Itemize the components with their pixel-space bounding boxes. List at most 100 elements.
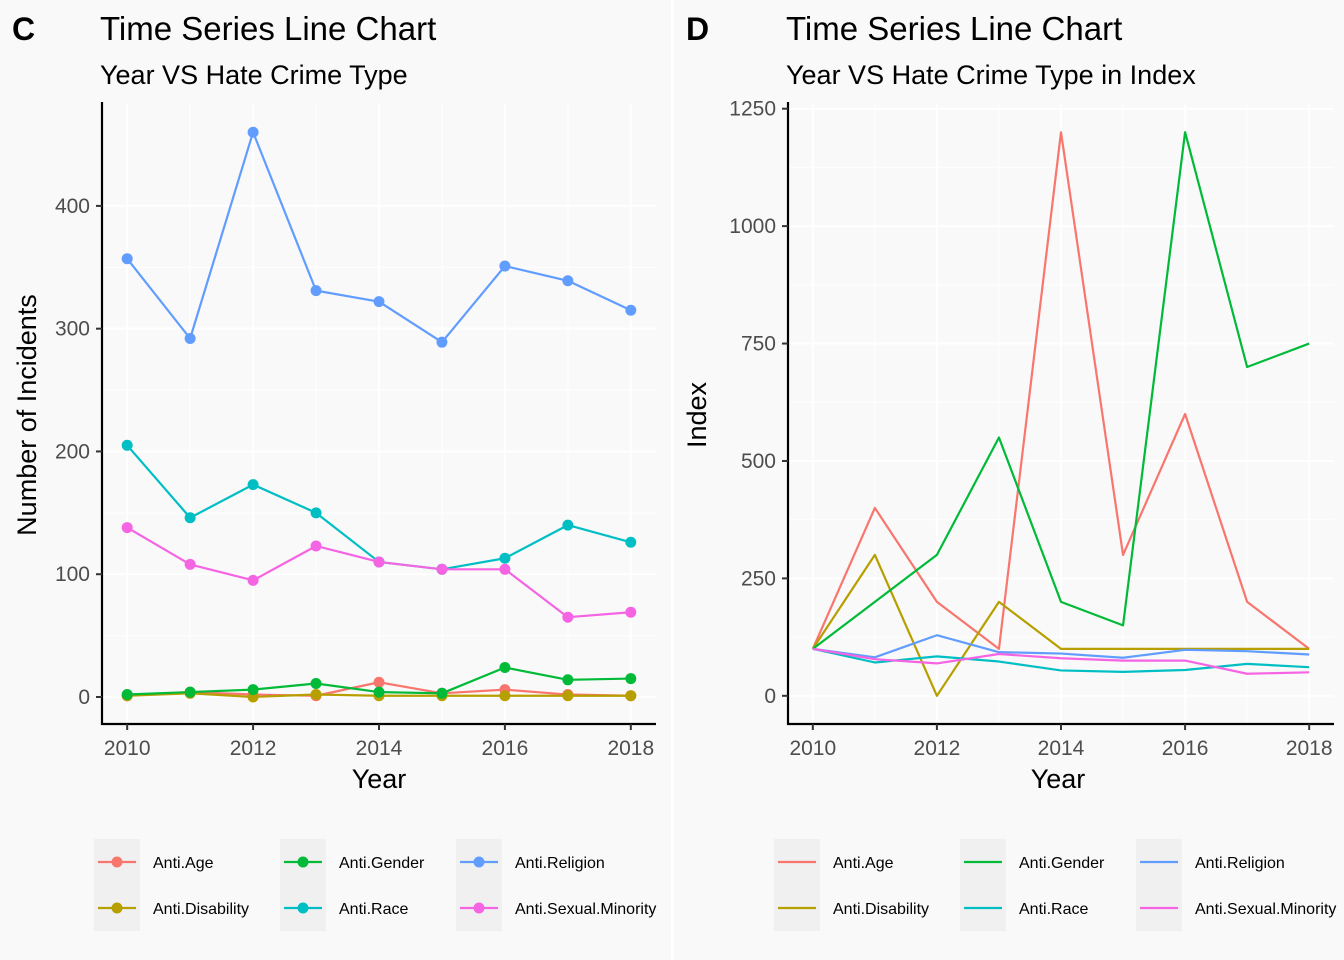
- y-tick-label: 250: [741, 567, 776, 590]
- x-tick-label: 2012: [230, 737, 277, 760]
- data-point: [184, 686, 196, 698]
- y-tick-label: 0: [78, 686, 90, 709]
- data-point: [562, 674, 574, 686]
- x-axis-title: Year: [352, 764, 407, 794]
- legend-label: Anti.Disability: [833, 901, 929, 918]
- y-tick-label: 500: [741, 450, 776, 473]
- data-point: [247, 479, 259, 491]
- y-tick-label: 400: [55, 195, 90, 218]
- legend-key-marker: [111, 856, 123, 868]
- y-tick-label: 300: [55, 318, 90, 341]
- data-point: [184, 332, 196, 344]
- data-point: [625, 673, 637, 685]
- data-point: [310, 540, 322, 552]
- data-point: [499, 552, 511, 564]
- chart-title: Time Series Line Chart: [786, 10, 1122, 47]
- legend-label: Anti.Age: [833, 855, 894, 872]
- data-point: [184, 558, 196, 570]
- series-line-anti-sexual-minority: [812, 647, 1310, 675]
- data-point: [121, 439, 133, 451]
- legend: Anti.Age Anti.Disability Anti.Gender Anti.R…: [94, 839, 656, 931]
- chart-panel-c: C Time Series Line Chart Year VS Hate Cr…: [0, 0, 671, 960]
- data-point: [625, 536, 637, 548]
- series-line-anti-religion: [812, 634, 1310, 659]
- data-point: [373, 686, 385, 698]
- data-point: [247, 574, 259, 586]
- data-point: [499, 260, 511, 272]
- series-line-anti-disability: [811, 553, 1310, 697]
- legend-label: Anti.Religion: [515, 855, 605, 872]
- legend-key-marker: [473, 902, 485, 914]
- y-tick-label: 750: [741, 333, 776, 356]
- x-tick-label: 2014: [356, 737, 403, 760]
- panel-divider: [671, 0, 674, 960]
- data-point: [184, 512, 196, 524]
- series-line-anti-age: [811, 131, 1310, 650]
- x-tick-label: 2016: [1162, 737, 1209, 760]
- data-point: [625, 606, 637, 618]
- data-point: [247, 684, 259, 696]
- legend-key-marker: [111, 902, 123, 914]
- data-point: [373, 556, 385, 568]
- data-point: [499, 662, 511, 674]
- legend-label: Anti.Race: [339, 901, 408, 918]
- data-point: [625, 304, 637, 316]
- y-tick-label: 200: [55, 440, 90, 463]
- y-axis-title: Number of Incidents: [12, 294, 42, 536]
- legend-label: Anti.Disability: [153, 901, 249, 918]
- x-tick-label: 2014: [1038, 737, 1085, 760]
- data-point: [499, 563, 511, 575]
- legend-label: Anti.Age: [153, 855, 214, 872]
- y-tick-label: 0: [764, 685, 776, 708]
- data-point: [562, 519, 574, 531]
- y-tick-label: 1250: [729, 98, 776, 121]
- x-tick-label: 2012: [914, 737, 961, 760]
- y-tick-label: 100: [55, 563, 90, 586]
- legend-label: Anti.Sexual.Minority: [1195, 901, 1336, 918]
- x-axis-title: Year: [1031, 764, 1086, 794]
- chart-subtitle: Year VS Hate Crime Type in Index: [786, 60, 1196, 90]
- legend-label: Anti.Race: [1019, 901, 1088, 918]
- data-point: [562, 611, 574, 623]
- chart-panel-d: D Time Series Line Chart Year VS Hate Cr…: [674, 0, 1344, 960]
- x-tick-label: 2018: [1286, 737, 1333, 760]
- x-tick-label: 2016: [482, 737, 529, 760]
- data-point: [121, 689, 133, 701]
- y-tick-label: 1000: [729, 215, 776, 238]
- data-point: [562, 690, 574, 702]
- data-point: [121, 253, 133, 265]
- plot-area: [102, 104, 656, 724]
- data-point: [436, 336, 448, 348]
- data-point: [310, 285, 322, 297]
- legend-key-marker: [297, 902, 309, 914]
- x-tick-label: 2010: [789, 737, 836, 760]
- legend-label: Anti.Gender: [339, 855, 425, 872]
- data-point: [373, 676, 385, 688]
- data-point: [499, 690, 511, 702]
- panel-label-d: D: [686, 11, 709, 47]
- data-point: [625, 690, 637, 702]
- legend-key-marker: [473, 856, 485, 868]
- data-point: [436, 687, 448, 699]
- data-point: [310, 507, 322, 519]
- chart-c-svg: C Time Series Line Chart Year VS Hate Cr…: [12, 10, 656, 931]
- x-tick-label: 2010: [104, 737, 151, 760]
- y-axis-title: Index: [682, 381, 712, 448]
- legend-label: Anti.Gender: [1019, 855, 1105, 872]
- data-point: [373, 296, 385, 308]
- plot-area: [788, 104, 1334, 724]
- x-tick-label: 2018: [607, 737, 654, 760]
- legend-label: Anti.Sexual.Minority: [515, 901, 656, 918]
- data-point: [247, 126, 259, 138]
- chart-title: Time Series Line Chart: [100, 10, 436, 47]
- legend-label: Anti.Religion: [1195, 855, 1285, 872]
- panel-label-c: C: [12, 11, 35, 47]
- data-point: [310, 677, 322, 689]
- series-line-anti-gender: [812, 131, 1310, 650]
- data-point: [562, 275, 574, 287]
- chart-subtitle: Year VS Hate Crime Type: [100, 60, 408, 90]
- data-point: [121, 522, 133, 534]
- data-point: [436, 563, 448, 575]
- chart-d-svg: D Time Series Line Chart Year VS Hate Cr…: [682, 10, 1336, 931]
- legend-key-marker: [297, 856, 309, 868]
